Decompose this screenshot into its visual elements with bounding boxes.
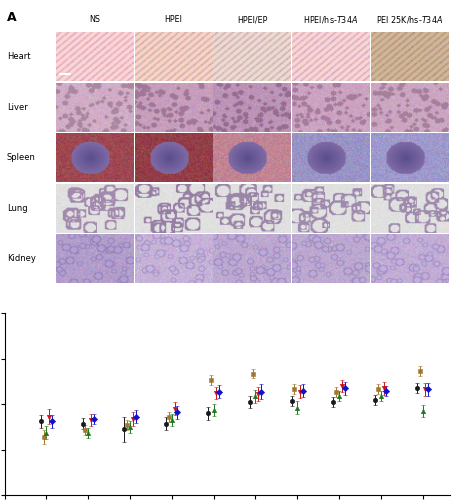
Text: Liver: Liver [7, 102, 28, 112]
Text: PEI 25K/hs-$\mathit{T34A}$: PEI 25K/hs-$\mathit{T34A}$ [376, 14, 443, 25]
Text: Kidney: Kidney [7, 254, 35, 264]
Text: HPEI/EP: HPEI/EP [237, 15, 267, 24]
Text: HPEI/hs-$\mathit{T34A}$: HPEI/hs-$\mathit{T34A}$ [303, 14, 359, 25]
Text: Spleen: Spleen [7, 153, 35, 162]
Text: A: A [7, 12, 16, 24]
Text: NS: NS [89, 15, 100, 24]
Text: Heart: Heart [7, 52, 30, 61]
Text: Lung: Lung [7, 204, 27, 212]
Text: HPEI: HPEI [164, 15, 182, 24]
